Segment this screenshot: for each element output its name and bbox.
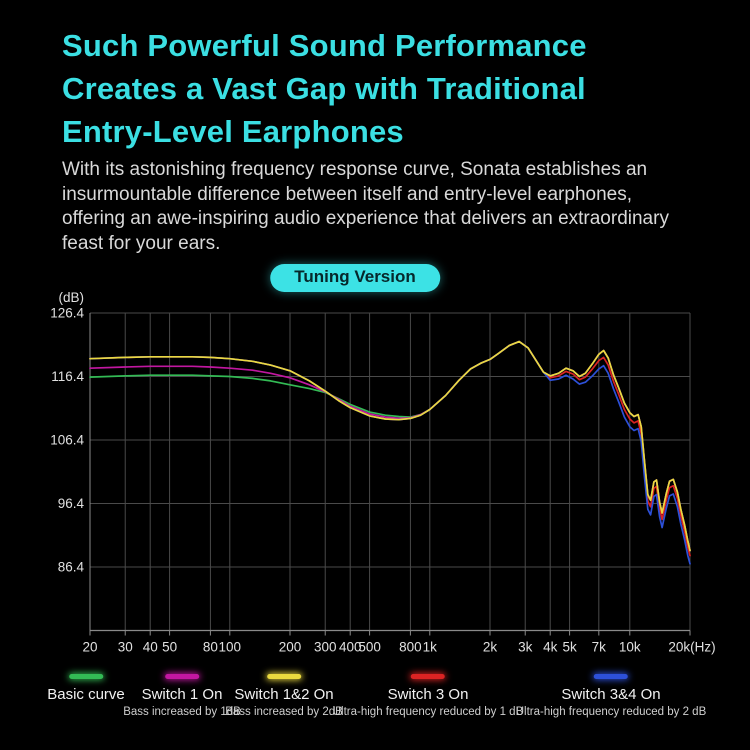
curve-switch-1-on [89, 340, 691, 552]
x-tick-label: 3k [518, 640, 533, 655]
x-tick-label: 800 [399, 640, 422, 655]
legend-label: Basic curve [47, 686, 125, 703]
description-text: With its astonishing frequency response … [62, 159, 669, 254]
legend-sublabel: Bass increased by 2dB [225, 706, 343, 718]
x-tick-label: 400 [339, 640, 362, 655]
legend-label: Switch 3&4 On [561, 686, 661, 703]
y-tick-label: 106.4 [50, 433, 84, 448]
x-tick-label: 200 [279, 640, 302, 655]
page-title: Such Powerful Sound Performance Creates … [62, 28, 587, 149]
x-tick-label: 10k [619, 640, 641, 655]
legend-sublabel: Ultra-high frequency reduced by 2 dB [515, 706, 707, 718]
y-tick-label: 116.4 [51, 369, 84, 384]
legend-swatch-magenta-line-icon [165, 674, 199, 679]
curve-basic-curve [89, 340, 691, 552]
x-tick-label: 20k(Hz) [668, 640, 715, 655]
chart-legend: Basic curve Switch 1 On Bass increased b… [0, 674, 750, 730]
x-tick-label: 20 [82, 640, 97, 655]
curve-switch-3-on [89, 340, 691, 557]
legend-sublabel: Ultra-high frequency reduced by 1 dB [332, 706, 524, 718]
chart-canvas: 126.4 116.4 106.4 96.4 86.4 20 30 40 50 80 100 200 3… [50, 290, 715, 655]
y-tick-label: 86.4 [58, 560, 85, 575]
x-tick-label: 1k [423, 640, 438, 655]
x-tick-label: 50 [162, 640, 177, 655]
y-axis-unit-label: (dB) [58, 290, 84, 305]
y-tick-label: 126.4 [50, 306, 84, 321]
legend-item-switch-3-4: Switch 3&4 On Ultra-high frequency reduc… [515, 674, 707, 718]
x-tick-label: 80 [203, 640, 218, 655]
legend-swatch-green-line-icon [69, 674, 103, 679]
legend-item-switch-1: Switch 1 On Bass increased by 1dB [123, 674, 241, 718]
legend-item-switch-1-2: Switch 1&2 On Bass increased by 2dB [225, 674, 343, 718]
legend-label: Switch 3 On [387, 686, 469, 703]
legend-label: Switch 1 On [141, 686, 223, 703]
x-tick-label: 30 [118, 640, 133, 655]
x-tick-label: 7k [592, 640, 607, 655]
x-tick-label: 4k [543, 640, 558, 655]
x-tick-label: 2k [483, 640, 498, 655]
frequency-response-chart: 126.4 116.4 106.4 96.4 86.4 20 30 40 50 80 100 200 3… [0, 285, 750, 670]
tuning-version-badge: Tuning Version [270, 264, 440, 292]
x-tick-label: 500 [358, 640, 381, 655]
x-tick-label: 5k [562, 640, 577, 655]
x-tick-label: 300 [314, 640, 337, 655]
legend-sublabel: Bass increased by 1dB [123, 706, 241, 718]
x-tick-label: 100 [219, 640, 242, 655]
legend-swatch-yellow-line-icon [267, 674, 301, 679]
x-tick-label: 40 [143, 640, 158, 655]
legend-swatch-red-line-icon [411, 674, 445, 679]
legend-swatch-blue-line-icon [594, 674, 628, 679]
legend-label: Switch 1&2 On [234, 686, 334, 703]
legend-item-basic-curve: Basic curve [47, 674, 125, 706]
curve-switch-1-2-on [89, 340, 691, 552]
y-tick-label: 96.4 [58, 496, 85, 511]
legend-item-switch-3: Switch 3 On Ultra-high frequency reduced… [332, 674, 524, 718]
